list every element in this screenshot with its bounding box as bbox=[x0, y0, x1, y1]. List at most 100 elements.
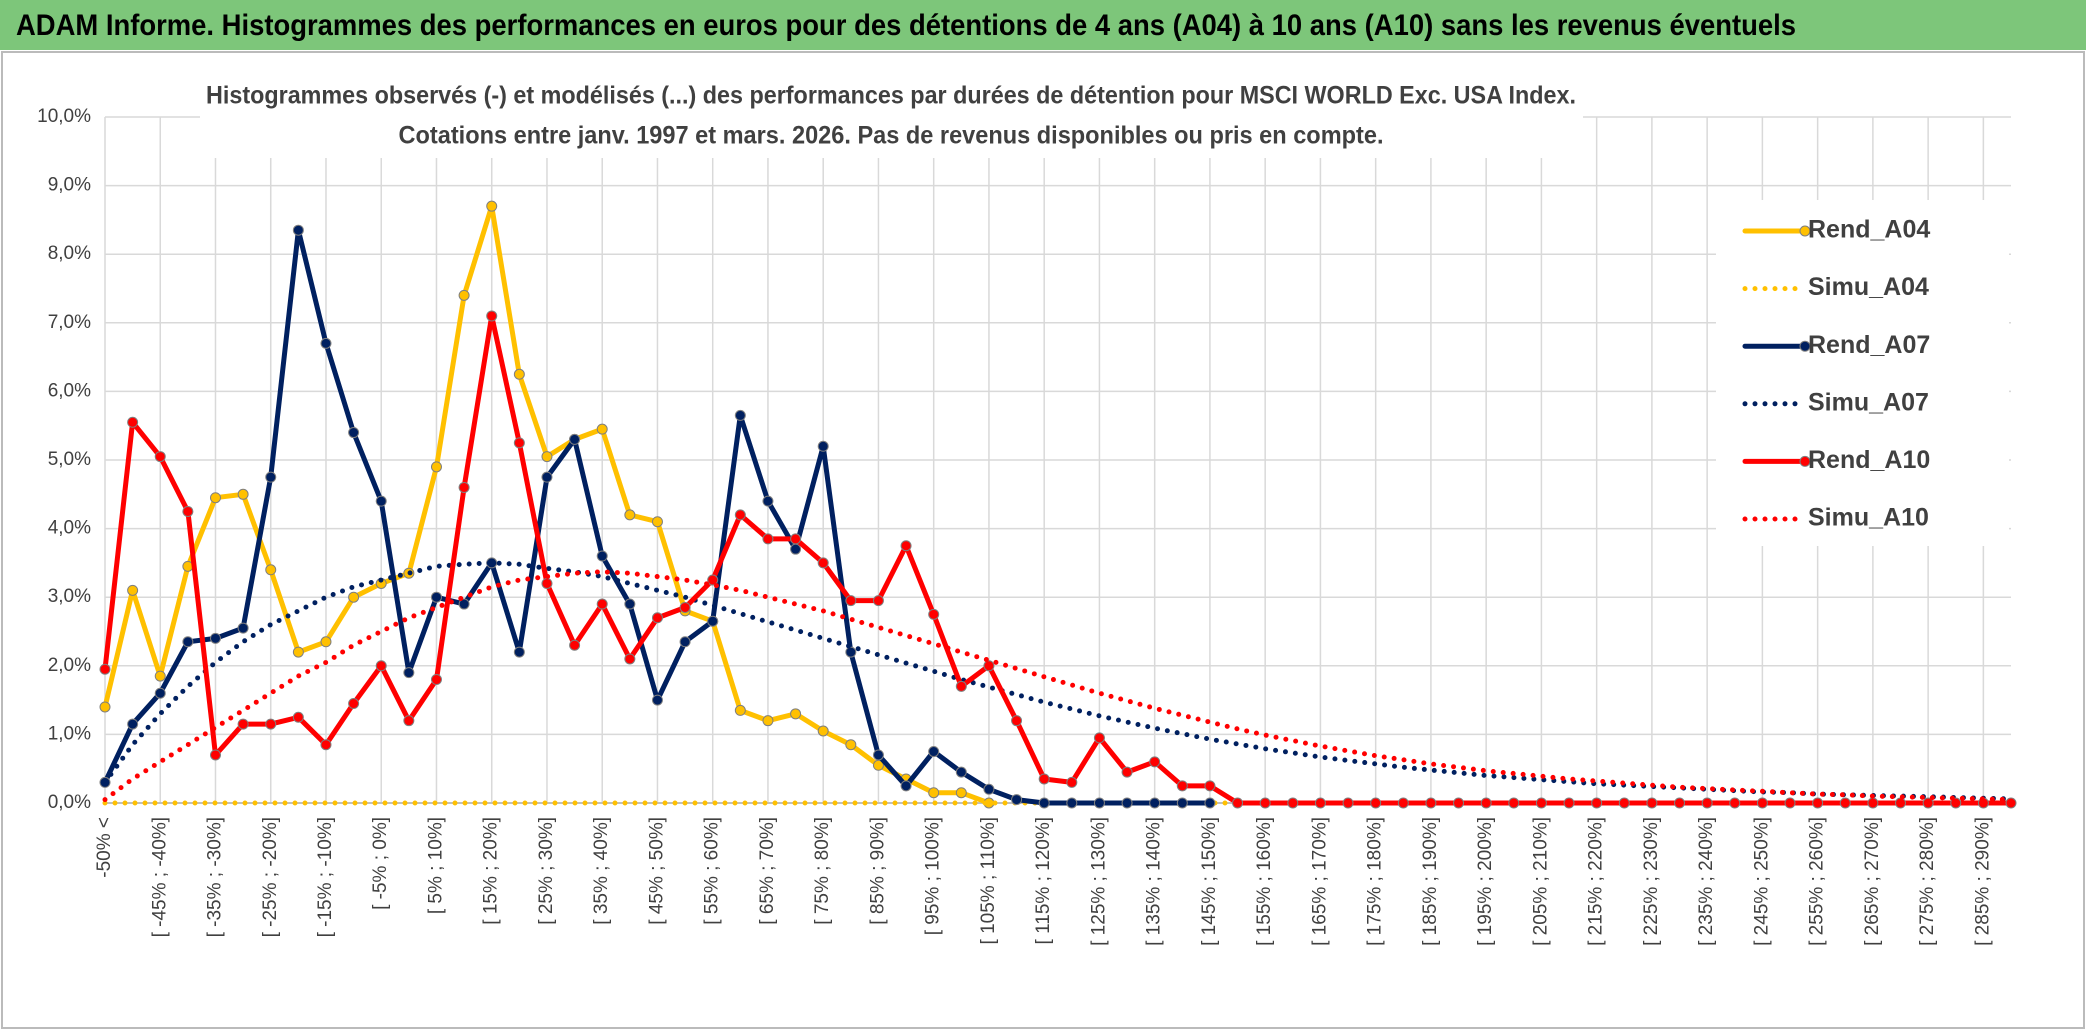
x-tick-label: [ 5% ; 10%] bbox=[425, 817, 446, 914]
point bbox=[928, 787, 940, 799]
point bbox=[127, 718, 139, 730]
point bbox=[651, 694, 663, 706]
legend-label: Simu_A04 bbox=[1808, 273, 1929, 301]
point bbox=[955, 787, 967, 799]
point bbox=[1038, 773, 1050, 785]
point bbox=[154, 670, 166, 682]
point bbox=[403, 667, 415, 679]
y-tick-label: 2,0% bbox=[48, 655, 91, 676]
point bbox=[1093, 797, 1105, 809]
point bbox=[734, 704, 746, 716]
point bbox=[209, 749, 221, 761]
y-tick-label: 3,0% bbox=[48, 586, 91, 607]
point bbox=[292, 646, 304, 658]
legend-background bbox=[1716, 200, 2009, 546]
x-tick-label: [ 15% ; 20%] bbox=[481, 817, 502, 925]
y-tick-label: 4,0% bbox=[48, 518, 91, 539]
point bbox=[1950, 797, 1962, 809]
point bbox=[182, 636, 194, 648]
point bbox=[679, 636, 691, 648]
legend: Rend_A04 Simu_A04 Rend_A07 Simu_A07 Rend_A10… bbox=[1742, 216, 1930, 532]
point bbox=[1066, 797, 1078, 809]
y-tick-label: 1,0% bbox=[48, 723, 91, 744]
point bbox=[1204, 780, 1216, 792]
point bbox=[513, 646, 525, 658]
legend-label: Rend_A04 bbox=[1808, 216, 1930, 244]
y-tick-label: 7,0% bbox=[48, 312, 91, 333]
point bbox=[541, 577, 553, 589]
x-tick-label: [ 35% ; 40%] bbox=[591, 817, 612, 925]
chart-frame bbox=[1, 51, 2085, 1029]
x-tick-label: [ 85% ; 90%] bbox=[867, 817, 888, 925]
y-tick-label: 5,0% bbox=[48, 449, 91, 470]
point bbox=[320, 337, 332, 349]
point bbox=[1287, 797, 1299, 809]
point bbox=[209, 492, 221, 504]
point bbox=[1618, 797, 1630, 809]
point bbox=[1370, 797, 1382, 809]
point bbox=[1701, 797, 1713, 809]
point bbox=[430, 461, 442, 473]
point bbox=[1176, 780, 1188, 792]
point bbox=[237, 622, 249, 634]
point bbox=[872, 749, 884, 761]
point bbox=[1121, 766, 1133, 778]
x-tick-label: [ 155% ; 160%] bbox=[1254, 817, 1275, 946]
legend-label: Rend_A10 bbox=[1808, 446, 1930, 474]
point bbox=[1591, 797, 1603, 809]
point bbox=[983, 660, 995, 672]
point bbox=[1011, 715, 1023, 727]
x-tick-label: [ 275% ; 280%] bbox=[1917, 817, 1938, 946]
y-tick-label: 9,0% bbox=[48, 175, 91, 196]
point bbox=[955, 766, 967, 778]
x-tick-label: [ 265% ; 270%] bbox=[1862, 817, 1883, 946]
point bbox=[541, 471, 553, 483]
point bbox=[651, 516, 663, 528]
y-tick-label: 0,0% bbox=[48, 792, 91, 813]
legend-marker bbox=[1799, 340, 1811, 352]
point bbox=[486, 200, 498, 212]
point bbox=[375, 660, 387, 672]
point bbox=[624, 653, 636, 665]
header-title: ADAM Informe. Histogrammes des performan… bbox=[16, 9, 1796, 42]
point bbox=[265, 718, 277, 730]
point bbox=[596, 423, 608, 435]
point bbox=[265, 564, 277, 576]
point bbox=[569, 433, 581, 445]
point bbox=[928, 608, 940, 620]
chart-subtitle: Cotations entre janv. 1997 et mars. 2026… bbox=[399, 122, 1384, 150]
title-background bbox=[200, 78, 1583, 158]
point bbox=[900, 780, 912, 792]
point bbox=[734, 509, 746, 521]
point bbox=[430, 674, 442, 686]
x-tick-label: [ 75% ; 80%] bbox=[812, 817, 833, 925]
x-tick-label: [ 245% ; 250%] bbox=[1751, 817, 1772, 946]
point bbox=[1756, 797, 1768, 809]
header-bar bbox=[0, 0, 2086, 50]
point bbox=[1204, 797, 1216, 809]
point bbox=[1867, 797, 1879, 809]
point bbox=[458, 289, 470, 301]
point bbox=[790, 543, 802, 555]
x-tick-label: [ -15% ; -10%] bbox=[315, 817, 336, 937]
x-tick-label: [ 115% ; 120%] bbox=[1033, 817, 1054, 944]
point bbox=[320, 739, 332, 751]
x-tick-label: [ 255% ; 260%] bbox=[1807, 817, 1828, 946]
point bbox=[569, 639, 581, 651]
x-tick-label: [ 225% ; 230%] bbox=[1641, 817, 1662, 946]
point bbox=[127, 584, 139, 596]
point bbox=[983, 783, 995, 795]
point bbox=[292, 711, 304, 723]
point bbox=[1646, 797, 1658, 809]
point bbox=[790, 708, 802, 720]
point bbox=[265, 471, 277, 483]
x-tick-label: [ 165% ; 170%] bbox=[1309, 817, 1330, 946]
point bbox=[541, 451, 553, 463]
point bbox=[348, 698, 360, 710]
x-tick-label: [ 285% ; 290%] bbox=[1972, 817, 1993, 946]
point bbox=[1563, 797, 1575, 809]
point bbox=[375, 495, 387, 507]
point bbox=[845, 595, 857, 607]
point bbox=[1425, 797, 1437, 809]
